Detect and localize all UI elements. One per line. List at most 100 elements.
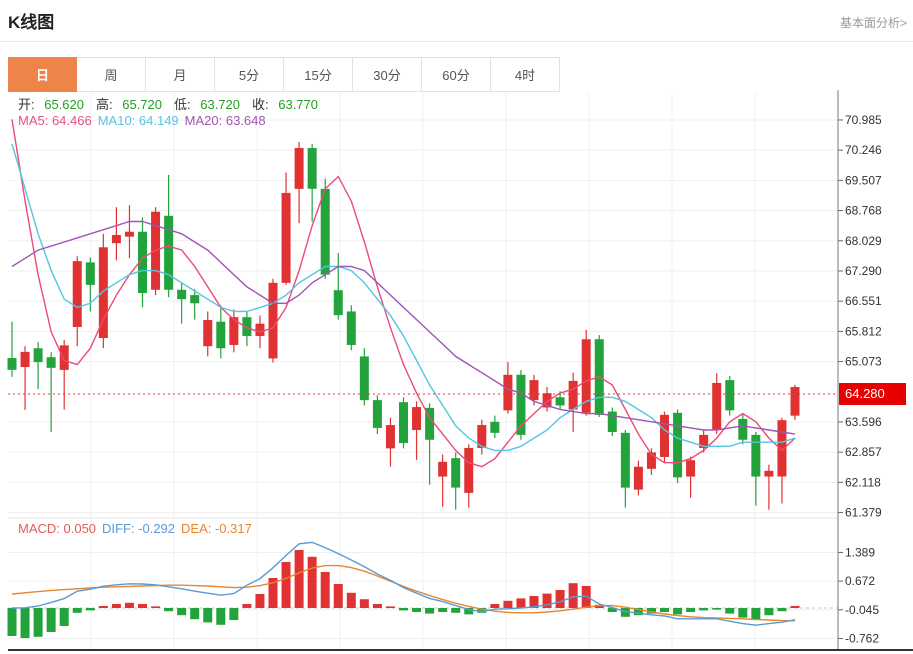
candle	[490, 421, 500, 433]
candle	[725, 380, 735, 411]
ma20-line	[11, 220, 796, 435]
candle	[372, 400, 382, 428]
candle	[477, 425, 487, 448]
macd-bar	[738, 608, 748, 618]
macd-bar	[294, 550, 304, 608]
tab-15分[interactable]: 15分	[284, 57, 353, 92]
tab-周[interactable]: 周	[77, 57, 146, 92]
legend-item: MA5: 64.466	[18, 113, 92, 128]
candle	[385, 425, 395, 449]
macd-bar	[764, 608, 774, 616]
macd-bar	[203, 608, 213, 623]
candle	[568, 380, 578, 410]
candle	[255, 323, 265, 336]
macd-bar	[620, 608, 630, 617]
macd-bar	[164, 608, 174, 612]
candle	[399, 402, 408, 444]
tab-30分[interactable]: 30分	[353, 57, 422, 92]
macd-bar	[59, 608, 69, 626]
macd-bar	[503, 600, 513, 608]
tab-月[interactable]: 月	[146, 57, 215, 92]
macd-bar	[307, 556, 317, 608]
legend-item: MA10: 64.149	[97, 113, 179, 128]
macd-bar	[98, 606, 108, 608]
macd-bar	[372, 604, 382, 608]
y-axis-label: 68.768	[845, 204, 882, 218]
candle	[451, 458, 461, 488]
macd-bar	[542, 593, 552, 608]
macd-bar	[594, 604, 604, 608]
candle	[281, 192, 291, 283]
macd-bar	[320, 572, 330, 608]
candle	[464, 447, 474, 493]
y-axis-label: 63.596	[845, 415, 882, 429]
macd-bar	[346, 592, 356, 608]
macd-bar	[699, 608, 709, 611]
macd-bar	[646, 608, 656, 614]
macd-bar	[516, 598, 526, 608]
candle	[85, 262, 95, 285]
macd-bar	[281, 562, 291, 608]
candle	[412, 407, 422, 430]
y-axis-label: 70.246	[845, 143, 882, 157]
macd-bar	[607, 608, 617, 612]
tab-60分[interactable]: 60分	[422, 57, 491, 92]
y-axis-label: 65.812	[845, 324, 882, 338]
macd-bar	[177, 608, 187, 616]
candle	[98, 247, 108, 339]
candle	[542, 393, 552, 408]
current-price-badge	[839, 383, 906, 405]
candle	[124, 231, 134, 237]
candle	[216, 321, 226, 349]
candle	[673, 412, 683, 478]
macd-bar	[124, 602, 134, 608]
macd-bar	[451, 608, 461, 613]
y-axis-label: 68.029	[845, 234, 882, 248]
macd-bar	[438, 608, 448, 612]
macd-axis-label: -0.045	[845, 603, 879, 617]
y-axis-label: 62.857	[845, 445, 882, 459]
dea-line	[11, 564, 796, 622]
tab-5分[interactable]: 5分	[215, 57, 284, 92]
candle	[607, 411, 617, 433]
candle	[46, 357, 56, 368]
macd-bar	[751, 608, 761, 620]
candle	[633, 466, 643, 490]
tab-4时[interactable]: 4时	[491, 57, 560, 92]
candle	[294, 147, 304, 189]
candle	[138, 231, 147, 294]
macd-bar	[255, 594, 265, 608]
candle	[516, 374, 526, 435]
macd-bar	[555, 590, 565, 608]
legend-item: 收: 63.770	[252, 97, 318, 112]
diff-line	[11, 541, 796, 626]
page-title: K线图	[8, 13, 55, 32]
candle	[738, 418, 748, 440]
candle	[72, 261, 82, 327]
macd-bar	[529, 596, 539, 608]
candle	[229, 317, 239, 345]
candle	[646, 452, 656, 469]
current-price-label: 64.280	[845, 386, 885, 401]
tab-日[interactable]: 日	[8, 57, 77, 92]
macd-bar	[33, 608, 43, 637]
legend-item: 开: 65.620	[18, 97, 84, 112]
candle	[359, 356, 369, 401]
macd-bar	[673, 608, 683, 615]
macd-bar	[20, 608, 30, 638]
candle	[177, 289, 187, 300]
macd-bar	[7, 608, 17, 636]
fundamental-analysis-link[interactable]: 基本面分析>	[839, 16, 907, 30]
timeframe-tabbar: 日周月 5分 15分 30分 60分 4时	[8, 57, 560, 92]
y-axis-label: 70.985	[845, 113, 882, 127]
legend-item: MACD: 0.050	[18, 521, 97, 536]
candle	[581, 339, 591, 413]
macd-bar	[686, 608, 696, 612]
y-axis-label: 69.507	[845, 173, 882, 187]
y-axis-label: 66.551	[845, 294, 882, 308]
candle	[7, 358, 17, 370]
ma-legend: MA5: 64.466 MA10: 64.149 MA20: 63.648	[18, 113, 272, 128]
macd-bar	[464, 608, 474, 615]
macd-bar	[111, 604, 121, 608]
